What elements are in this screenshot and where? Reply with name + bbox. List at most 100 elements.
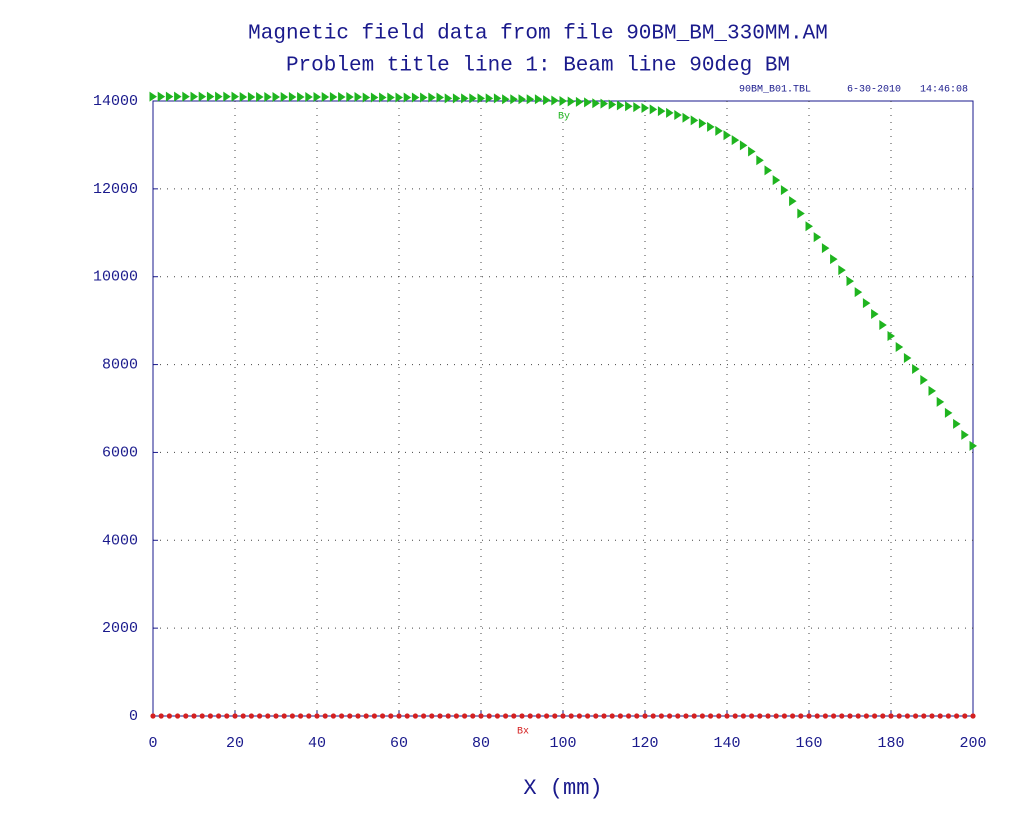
data-point: [223, 91, 231, 102]
data-point: [314, 713, 320, 719]
x-tick-label: 160: [795, 735, 822, 752]
data-point: [175, 713, 181, 719]
data-point: [609, 713, 615, 719]
data-point: [306, 713, 312, 719]
data-point: [658, 713, 665, 719]
data-point: [674, 110, 682, 121]
data-point: [954, 713, 960, 719]
y-tick-label: 12000: [93, 181, 138, 198]
data-point: [862, 298, 871, 309]
y-tick-label: 14000: [93, 93, 138, 110]
data-point: [716, 713, 722, 719]
data-point: [936, 396, 945, 407]
data-point: [846, 276, 854, 287]
data-point: [289, 713, 295, 719]
data-point: [814, 713, 820, 719]
data-point: [183, 713, 189, 719]
data-point: [568, 713, 574, 719]
data-point: [257, 713, 263, 719]
data-point: [339, 713, 345, 719]
data-point: [872, 713, 878, 719]
data-point: [764, 165, 772, 176]
data-point: [387, 92, 395, 103]
data-point: [903, 352, 912, 363]
data-point: [485, 93, 494, 104]
data-point: [724, 713, 730, 719]
data-point: [912, 363, 920, 374]
data-point: [675, 713, 681, 719]
data-point: [805, 221, 813, 232]
data-point: [273, 713, 279, 719]
data-point: [534, 94, 543, 105]
data-point: [731, 135, 740, 146]
data-point: [445, 713, 451, 719]
data-point: [313, 92, 321, 103]
y-tick-label: 4000: [102, 532, 138, 549]
data-point: [347, 713, 353, 719]
data-point: [297, 92, 305, 103]
data-point: [355, 713, 361, 719]
data-point: [157, 91, 166, 102]
data-point: [650, 713, 656, 719]
data-point: [338, 92, 346, 103]
data-point: [887, 331, 895, 342]
data-point: [863, 713, 870, 719]
data-point: [913, 713, 919, 719]
data-point: [575, 96, 584, 107]
data-point: [937, 713, 943, 719]
data-point: [797, 208, 805, 219]
data-point: [945, 713, 952, 719]
x-tick-label: 80: [472, 735, 490, 752]
data-point: [657, 106, 666, 117]
x-tick-label: 60: [390, 735, 408, 752]
data-point: [798, 713, 804, 719]
data-point: [428, 92, 436, 103]
data-point: [281, 713, 287, 719]
file-annotation: 90BM_B01.TBL: [739, 85, 811, 96]
data-point: [855, 713, 861, 719]
data-point: [970, 713, 976, 719]
x-axis-label: X (mm): [523, 776, 602, 801]
data-point: [708, 713, 714, 719]
data-point: [895, 342, 904, 352]
data-point: [749, 713, 755, 719]
data-point: [494, 713, 500, 719]
data-point: [633, 102, 641, 113]
data-point: [437, 713, 443, 719]
data-point: [248, 713, 254, 719]
data-point: [412, 713, 418, 719]
data-point: [199, 713, 205, 719]
data-point: [462, 713, 468, 719]
data-point: [642, 713, 648, 719]
data-point: [666, 107, 674, 118]
data-point: [543, 95, 551, 106]
data-point: [781, 713, 788, 719]
data-point: [871, 309, 879, 320]
data-point: [452, 93, 461, 104]
data-point: [698, 118, 707, 129]
data-point: [560, 713, 566, 719]
data-point: [518, 94, 526, 105]
data-point: [593, 713, 599, 719]
data-point: [411, 92, 420, 103]
data-point: [691, 713, 697, 719]
data-point: [166, 713, 172, 719]
data-point: [780, 185, 789, 196]
data-point: [567, 96, 576, 107]
time-annotation: 14:46:08: [920, 85, 968, 96]
y-tick-label: 6000: [102, 444, 138, 461]
y-tick-label: 0: [129, 708, 138, 725]
data-point: [838, 265, 846, 276]
data-point: [928, 385, 936, 396]
data-point: [150, 713, 156, 719]
data-point: [944, 407, 953, 418]
data-point: [961, 429, 969, 440]
data-point: [592, 98, 600, 109]
data-point: [757, 713, 763, 719]
data-point: [470, 713, 476, 719]
data-point: [354, 92, 362, 103]
data-point: [920, 374, 928, 385]
data-point: [198, 91, 207, 102]
data-point: [403, 92, 412, 103]
